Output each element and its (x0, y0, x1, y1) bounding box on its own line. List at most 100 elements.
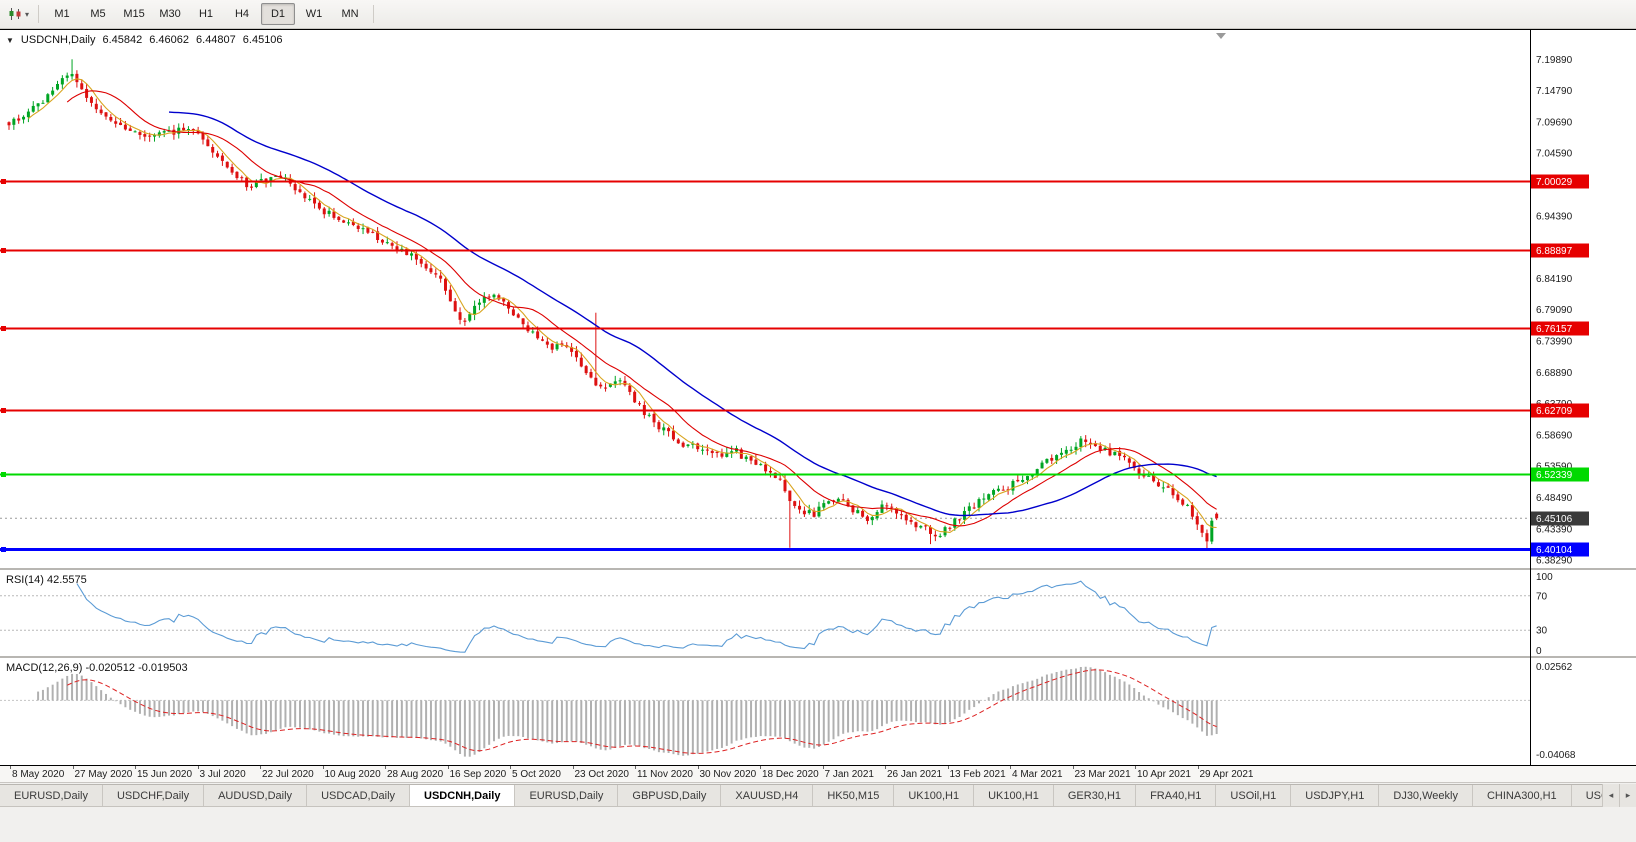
svg-text:30: 30 (1536, 626, 1548, 637)
chart-tab-eurusd-daily[interactable]: EURUSD,Daily (0, 785, 103, 806)
time-axis-label: 23 Mar 2021 (1074, 769, 1131, 780)
svg-text:100: 100 (1536, 572, 1553, 583)
chart-tab-dj30-weekly[interactable]: DJ30,Weekly (1379, 785, 1473, 806)
svg-text:6.45106: 6.45106 (1536, 514, 1573, 525)
svg-text:6.84190: 6.84190 (1536, 274, 1573, 285)
horizontal-lines[interactable]: 7.00029 6.88897 6.76157 6.62709 6.52339 6.401… (0, 174, 1589, 557)
toolbar: ▾ M1 M5 M15 M30 H1 H4 D1 W1 MN (0, 0, 1636, 29)
time-axis-label: 15 Jun 2020 (137, 769, 193, 780)
rsi-line (76, 580, 1217, 653)
tab-scroll-left-button[interactable]: ◂ (1602, 784, 1619, 807)
chart-tab-ger30-h1[interactable]: GER30,H1 (1053, 785, 1137, 806)
price-axis-labels: 7.198907.147907.096907.045906.994906.943… (1536, 55, 1573, 567)
toolbar-separator (373, 5, 375, 23)
chart-tab-usdchf-daily[interactable]: USDCHF,Daily (102, 785, 205, 806)
time-axis-label: 30 Nov 2020 (699, 769, 757, 780)
timeframe-button-m30[interactable]: M30 (159, 8, 181, 20)
candles (7, 59, 1219, 549)
timeframe-button-m5[interactable]: M5 (90, 8, 106, 20)
chart-tab-uk100-h1[interactable]: UK100,H1 (974, 785, 1054, 806)
timeframe-button-m15[interactable]: M15 (123, 8, 145, 20)
svg-text:6.58690: 6.58690 (1536, 430, 1573, 441)
chart-tab-hk50-m15[interactable]: HK50,M15 (813, 785, 895, 806)
chart-tab-gbpusd-daily[interactable]: GBPUSD,Daily (618, 785, 722, 806)
time-axis-tick (385, 766, 386, 769)
svg-text:7.00029: 7.00029 (1536, 177, 1573, 188)
time-axis-tick (572, 766, 574, 769)
moving-average-5 (28, 78, 1217, 533)
candlestick-chart-icon (9, 8, 21, 20)
svg-text:7.04590: 7.04590 (1536, 149, 1573, 160)
time-axis-tick (947, 766, 949, 769)
one-click-trading-arrow-icon[interactable]: ▼ (6, 35, 14, 45)
timeframe-button-h4[interactable]: H4 (234, 8, 250, 20)
time-axis[interactable]: 8 May 2020 27 May 2020 15 Jun 2020 3 Jul 20… (0, 766, 1636, 783)
time-axis-tick (72, 766, 74, 769)
svg-text:6.53590: 6.53590 (1536, 462, 1573, 473)
chart-tab-usdjpy-h1[interactable]: USDJPY,H1 (1291, 785, 1380, 806)
chart-tab-usoil-h1[interactable]: USOil,H1 (1216, 785, 1292, 806)
tab-scroll-buttons: ◂ ▸ (1602, 784, 1636, 807)
time-axis-label: 18 Dec 2020 (762, 769, 819, 780)
macd-axis-labels: 0.02562 -0.04068 (1536, 662, 1576, 761)
chart-tab-china300-h1[interactable]: CHINA300,H1 (1472, 785, 1572, 806)
macd-histogram (37, 666, 1218, 757)
svg-text:0: 0 (1536, 646, 1542, 657)
chart-tab-xauusd-h4[interactable]: XAUUSD,H4 (721, 785, 814, 806)
chart-type-button[interactable]: ▾ (4, 2, 33, 26)
time-axis-label: 5 Oct 2020 (512, 769, 561, 780)
timeframe-button-m1[interactable]: M1 (54, 8, 70, 20)
time-axis-tick (447, 766, 449, 769)
timeframe-button-h1[interactable]: H1 (198, 8, 214, 20)
chart-header: ▼ USDCNH,Daily 6.45842 6.46062 6.44807 6… (6, 34, 283, 46)
time-axis-tick (697, 766, 699, 769)
chart-tab-usdcad-daily[interactable]: USDCAD,Daily (307, 785, 411, 806)
svg-text:70: 70 (1536, 591, 1548, 602)
svg-text:6.52339: 6.52339 (1536, 470, 1573, 481)
time-axis-tick (510, 766, 511, 769)
ohlc-high: 6.46062 (149, 34, 190, 46)
chart-tab-usdcnh-daily[interactable]: USDCNH,Daily (410, 785, 516, 806)
svg-text:7.14790: 7.14790 (1536, 86, 1573, 97)
chart-tab-eurusd-daily[interactable]: EURUSD,Daily (515, 785, 619, 806)
chart-shift-marker-icon[interactable] (1216, 33, 1226, 39)
time-axis-tick (322, 766, 324, 769)
tab-scroll-right-button[interactable]: ▸ (1619, 784, 1636, 807)
chart-region[interactable]: 7.198907.147907.096907.045906.994906.943… (0, 29, 1636, 766)
chart-symbol-period: USDCNH,Daily (20, 34, 96, 46)
chart-tab-uk100-h1[interactable]: UK100,H1 (894, 785, 975, 806)
timeframe-button-d1[interactable]: D1 (261, 3, 296, 25)
svg-text:6.88897: 6.88897 (1536, 246, 1573, 257)
time-axis-label: 23 Oct 2020 (574, 769, 629, 780)
chart-tab-fra40-h1[interactable]: FRA40,H1 (1136, 785, 1217, 806)
svg-text:6.76157: 6.76157 (1536, 324, 1573, 335)
time-axis-label: 4 Mar 2021 (1012, 769, 1063, 780)
time-axis-tick (135, 766, 136, 769)
rsi-indicator-label: RSI(14) 42.5575 (6, 574, 87, 586)
svg-text:6.73990: 6.73990 (1536, 336, 1573, 347)
svg-text:6.62709: 6.62709 (1536, 406, 1573, 417)
time-axis-tick (1072, 766, 1074, 769)
rsi-axis-labels: 100 70 30 0 (1536, 572, 1553, 657)
time-axis-tick (1010, 766, 1011, 769)
svg-text:0.02562: 0.02562 (1536, 662, 1573, 673)
svg-text:-0.04068: -0.04068 (1536, 750, 1576, 761)
timeframe-button-group: M1 M5 M15 M30 H1 H4 D1 W1 MN (44, 3, 368, 25)
chart-tabs-bar: EURUSD,Daily USDCHF,Daily AUDUSD,Daily USDC… (0, 784, 1636, 807)
svg-text:6.79090: 6.79090 (1536, 305, 1573, 316)
svg-text:6.43390: 6.43390 (1536, 524, 1573, 535)
panel-separators[interactable] (0, 29, 1636, 766)
moving-average-34 (168, 111, 1217, 517)
svg-text:6.48490: 6.48490 (1536, 493, 1573, 504)
chart-canvas[interactable]: 7.198907.147907.096907.045906.994906.943… (0, 29, 1636, 766)
time-axis-label: 26 Jan 2021 (887, 769, 943, 780)
ohlc-low: 6.44807 (196, 34, 236, 46)
time-axis-tick (885, 766, 886, 769)
chart-tab-audusd-daily[interactable]: AUDUSD,Daily (204, 785, 308, 806)
timeframe-button-w1[interactable]: W1 (305, 8, 323, 20)
time-axis-tick (1135, 766, 1136, 769)
time-axis-label: 27 May 2020 (74, 769, 133, 780)
timeframe-button-mn[interactable]: MN (341, 8, 359, 20)
ohlc-close: 6.45106 (242, 34, 283, 46)
